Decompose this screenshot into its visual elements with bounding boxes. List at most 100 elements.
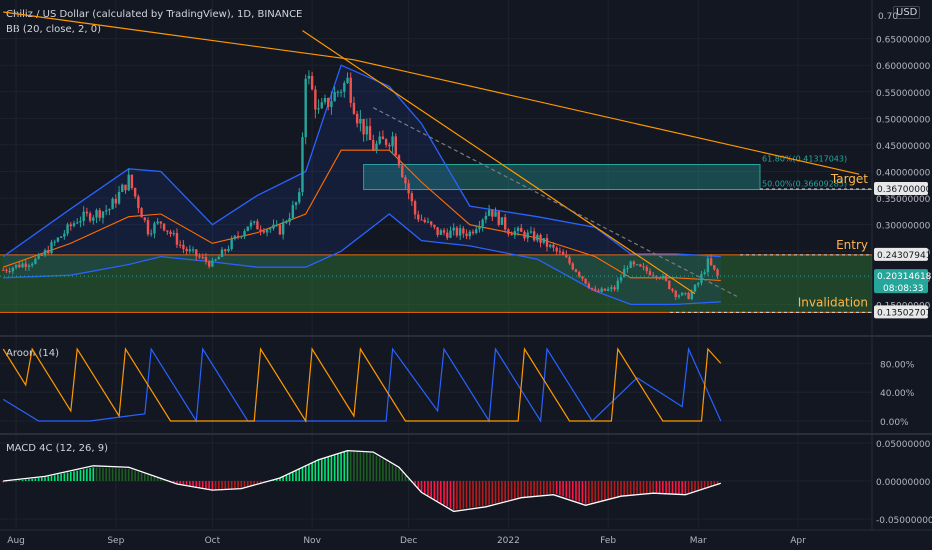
candle xyxy=(230,238,233,249)
histogram-bar xyxy=(468,481,471,508)
histogram-bar xyxy=(205,481,207,490)
candle xyxy=(281,222,285,235)
candle xyxy=(391,136,394,147)
histogram-bar xyxy=(639,481,642,495)
candle xyxy=(668,280,671,289)
histogram-bar xyxy=(597,481,600,502)
histogram-bar xyxy=(124,468,127,481)
candle xyxy=(709,258,713,266)
histogram-bar xyxy=(491,481,494,504)
histogram-bar xyxy=(259,481,262,484)
candle xyxy=(577,271,581,277)
aroon-up-line xyxy=(2,347,722,423)
bb-lower-line xyxy=(3,213,721,306)
candle xyxy=(549,244,552,247)
candle xyxy=(706,258,710,273)
time-tick-label: Mar xyxy=(690,536,707,546)
histogram-bar xyxy=(246,481,249,487)
histogram-bar xyxy=(82,469,85,481)
time-tick-label: Apr xyxy=(790,536,806,546)
candle xyxy=(664,275,668,281)
histogram-bar xyxy=(600,481,603,501)
candle xyxy=(362,118,365,135)
histogram-bar xyxy=(497,481,500,503)
candle xyxy=(336,91,340,93)
histogram-bar xyxy=(610,481,613,499)
entry-zone xyxy=(0,254,872,313)
trendline-1 xyxy=(3,11,860,175)
histogram-bar xyxy=(691,481,693,492)
candle xyxy=(378,136,381,144)
candle xyxy=(674,290,677,297)
time-tick-label: Feb xyxy=(600,536,616,546)
candle xyxy=(574,269,578,272)
candle xyxy=(224,249,227,252)
candle xyxy=(150,233,153,235)
candle xyxy=(384,139,388,145)
histogram-bar xyxy=(430,481,432,498)
candle xyxy=(50,242,53,254)
histogram-bar xyxy=(459,481,461,509)
histogram-bar xyxy=(227,481,230,490)
histogram-bar xyxy=(375,455,378,481)
candle xyxy=(561,251,565,255)
histogram-bar xyxy=(47,476,50,481)
candle xyxy=(687,292,690,300)
candle xyxy=(69,224,72,227)
histogram-bar xyxy=(401,472,404,481)
histogram-bar xyxy=(2,481,5,483)
candle xyxy=(137,196,140,209)
candle xyxy=(487,209,491,216)
entry-price-label: 0.24307941 xyxy=(877,251,931,261)
candle xyxy=(539,234,542,243)
candle xyxy=(552,244,555,248)
histogram-bar xyxy=(218,481,220,490)
histogram-bar xyxy=(150,475,153,481)
histogram-bar xyxy=(275,478,278,481)
candle xyxy=(442,230,446,233)
histogram-bar xyxy=(546,481,548,495)
candle xyxy=(397,155,401,166)
macd-legend: MACD 4C (12, 26, 9) xyxy=(6,443,108,454)
candle xyxy=(269,228,272,230)
price-tick-label: 0.65000000 xyxy=(876,36,931,46)
histogram-bar xyxy=(555,481,558,495)
candle xyxy=(545,238,549,247)
candle xyxy=(124,184,127,191)
histogram-bar xyxy=(433,481,436,500)
histogram-bar xyxy=(108,468,111,481)
candle xyxy=(465,233,468,237)
histogram-bar xyxy=(385,461,387,481)
candle xyxy=(494,211,497,217)
histogram-bar xyxy=(716,481,719,485)
histogram-bar xyxy=(198,481,201,488)
histogram-bar xyxy=(18,480,21,481)
histogram-bar xyxy=(314,461,317,481)
candle xyxy=(256,221,259,230)
histogram-bar xyxy=(73,471,75,481)
candle xyxy=(204,257,208,262)
candle xyxy=(143,217,146,221)
histogram-bar xyxy=(687,481,690,493)
candle xyxy=(240,236,243,238)
candle xyxy=(532,231,536,241)
histogram-bar xyxy=(98,467,101,481)
histogram-bar xyxy=(507,481,510,501)
histogram-bar xyxy=(214,481,217,490)
currency-badge[interactable]: USD xyxy=(893,6,921,19)
candle xyxy=(104,210,108,212)
histogram-bar xyxy=(549,481,552,494)
candle xyxy=(191,249,195,251)
candle xyxy=(645,267,648,272)
candle xyxy=(288,218,291,222)
histogram-bar xyxy=(694,481,696,492)
candle xyxy=(34,258,37,264)
candle xyxy=(690,291,694,300)
candle xyxy=(407,183,410,194)
candle xyxy=(27,265,31,267)
candle xyxy=(272,224,275,229)
candle xyxy=(8,270,11,272)
candle xyxy=(436,227,439,235)
candle xyxy=(227,248,230,252)
